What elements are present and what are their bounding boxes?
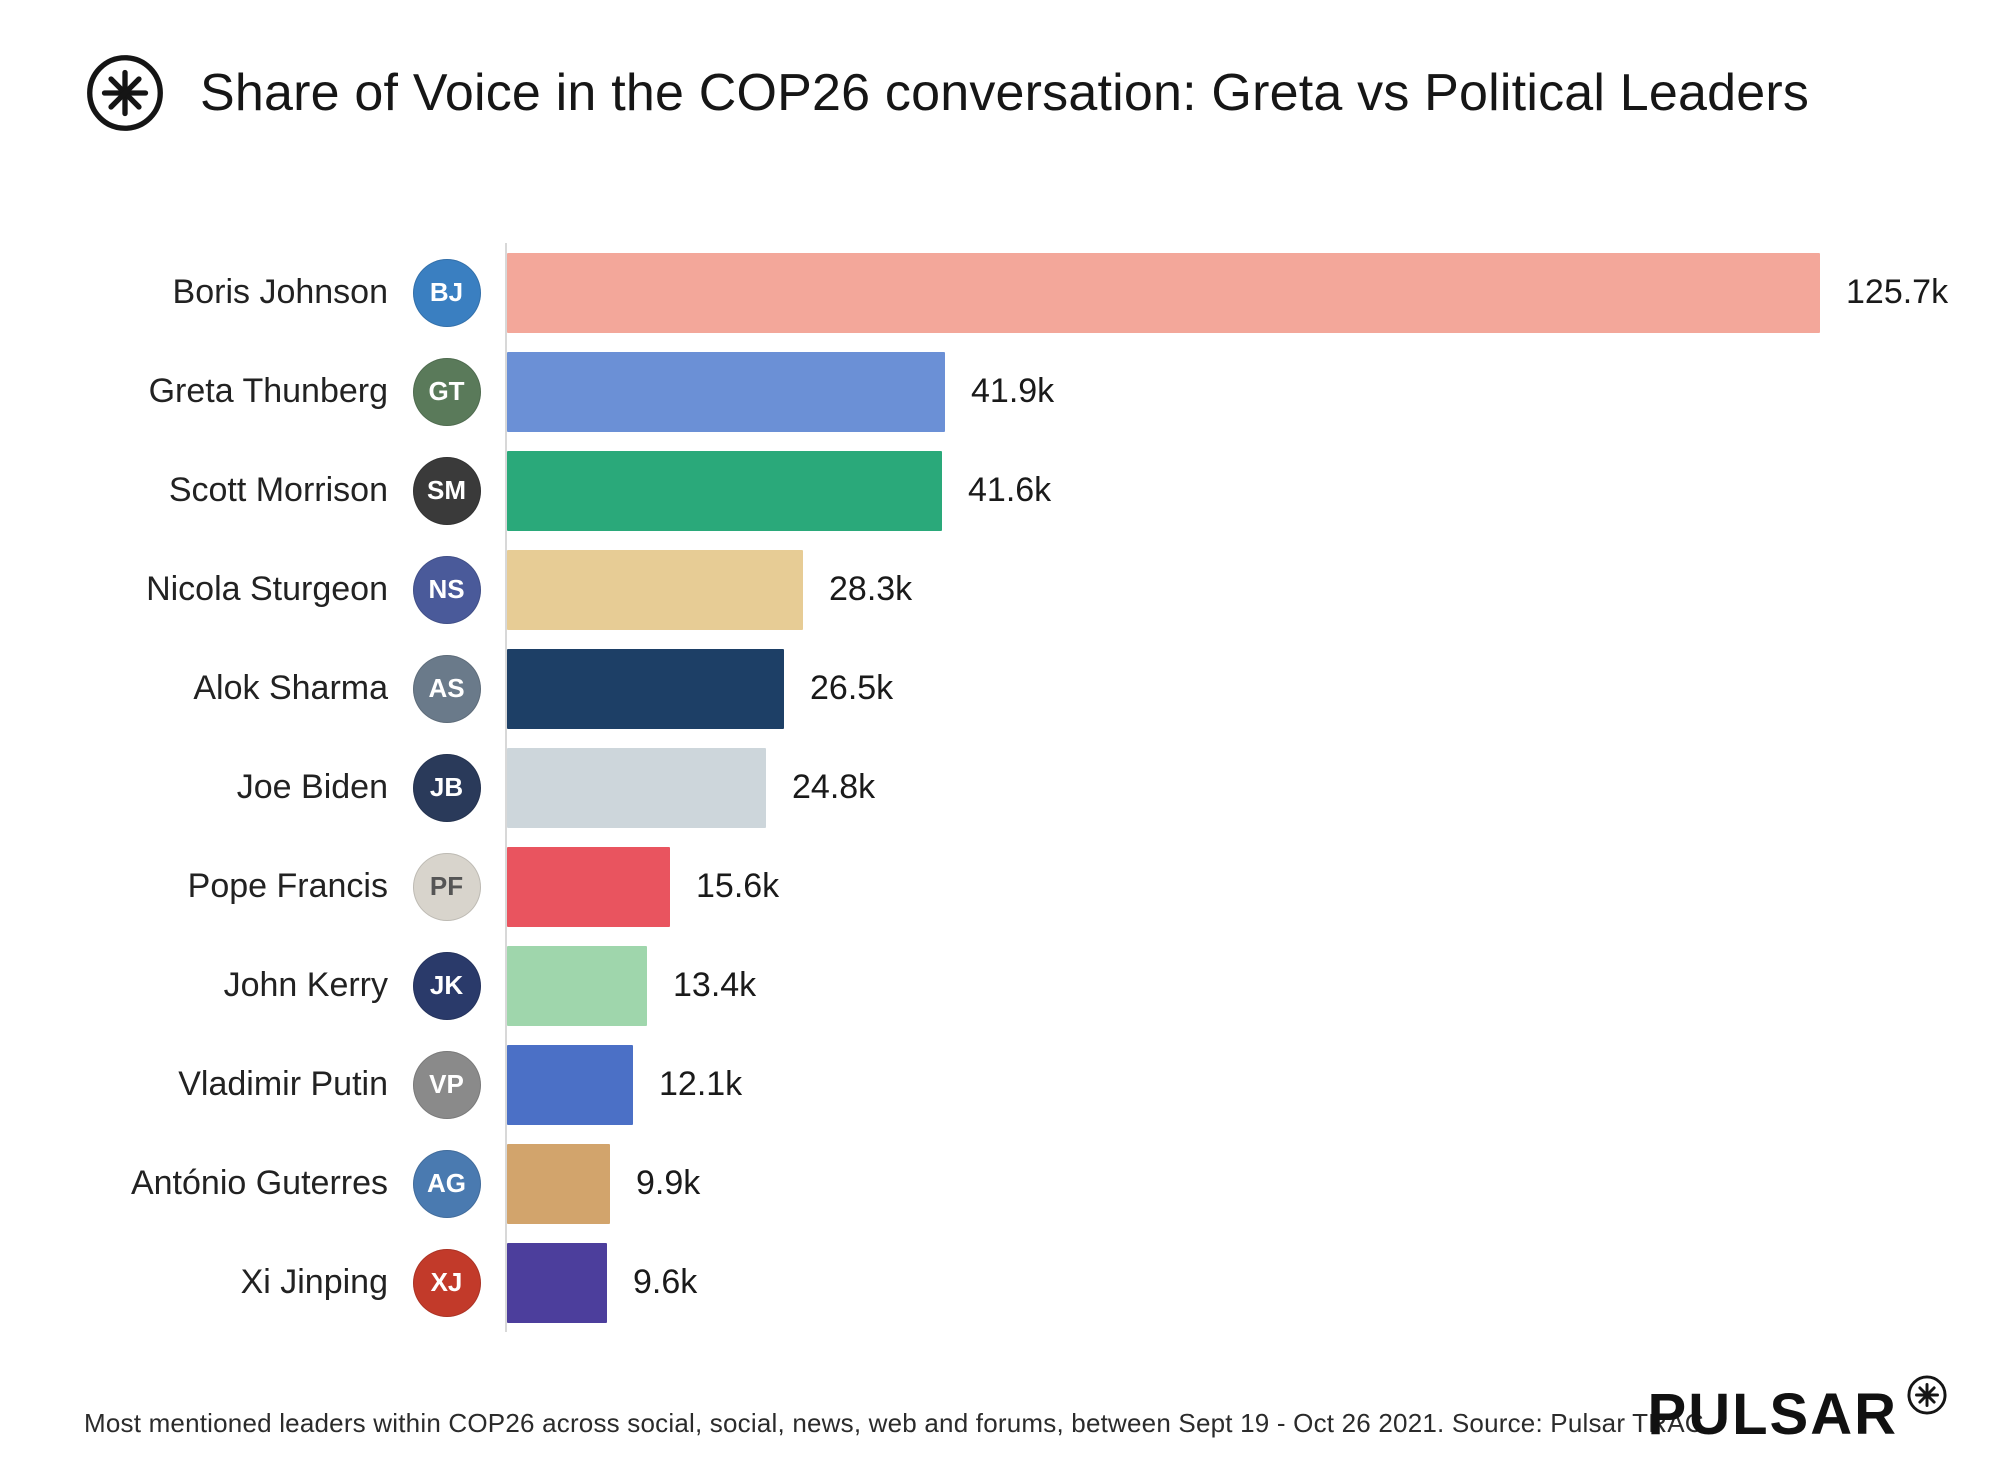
bar (507, 747, 766, 828)
avatar: AS (412, 654, 481, 723)
bar-chart: Boris Johnson BJ 125.7k Greta Thunberg G… (84, 243, 2000, 1332)
bar-value: 125.7k (1846, 273, 1949, 311)
avatar-cell: NS (388, 555, 505, 624)
avatar: GT (412, 357, 481, 426)
chart-row: António Guterres AG 9.9k (84, 1134, 2000, 1233)
bar (507, 846, 670, 927)
bar-label: Vladimir Putin (178, 1065, 388, 1103)
page-title: Share of Voice in the COP26 conversation… (200, 64, 1810, 122)
bar-label: Alok Sharma (193, 669, 388, 707)
bar-label: Joe Biden (236, 768, 388, 806)
bar-value: 12.1k (659, 1065, 743, 1103)
bar-value: 24.8k (792, 768, 876, 806)
bar-area: 125.7k (505, 243, 2000, 342)
bar-area: 9.9k (505, 1134, 2000, 1233)
avatar-cell: GT (388, 357, 505, 426)
bar-label: Greta Thunberg (148, 372, 388, 410)
chart-row: John Kerry JK 13.4k (84, 936, 2000, 1035)
avatar-cell: VP (388, 1050, 505, 1119)
bar-label: Pope Francis (187, 867, 388, 905)
avatar: AG (412, 1149, 481, 1218)
avatar-cell: AG (388, 1149, 505, 1218)
chart-rows: Boris Johnson BJ 125.7k Greta Thunberg G… (84, 243, 2000, 1332)
bar-label: Nicola Sturgeon (146, 570, 388, 608)
chart-row: Boris Johnson BJ 125.7k (84, 243, 2000, 342)
bar-value: 41.6k (968, 471, 1052, 509)
bar (507, 450, 942, 531)
bar-value: 41.9k (971, 372, 1055, 410)
bar (507, 1242, 607, 1323)
chart-row: Joe Biden JB 24.8k (84, 738, 2000, 837)
avatar: JB (412, 753, 481, 822)
bar-area: 41.9k (505, 342, 2000, 441)
avatar-cell: AS (388, 654, 505, 723)
bar-value: 26.5k (810, 669, 894, 707)
chart-caption: Most mentioned leaders within COP26 acro… (84, 1408, 1704, 1438)
avatar: BJ (412, 258, 481, 327)
avatar: SM (412, 456, 481, 525)
avatar: JK (412, 951, 481, 1020)
bar-label: António Guterres (130, 1164, 388, 1202)
bar-value: 13.4k (673, 966, 757, 1004)
avatar: XJ (412, 1248, 481, 1317)
bar (507, 1143, 610, 1224)
bar-label: Scott Morrison (168, 471, 388, 509)
chart-row: Nicola Sturgeon NS 28.3k (84, 540, 2000, 639)
pulsar-logo-icon (87, 55, 163, 131)
chart-row: Vladimir Putin VP 12.1k (84, 1035, 2000, 1134)
brand-text: PULSAR (1647, 1382, 1898, 1447)
chart-row: Alok Sharma AS 26.5k (84, 639, 2000, 738)
bar-area: 28.3k (505, 540, 2000, 639)
avatar-cell: SM (388, 456, 505, 525)
bar (507, 351, 945, 432)
avatar: PF (412, 852, 481, 921)
bar-area: 15.6k (505, 837, 2000, 936)
bar-area: 12.1k (505, 1035, 2000, 1134)
chart-row: Scott Morrison SM 41.6k (84, 441, 2000, 540)
bar-area: 41.6k (505, 441, 2000, 540)
header: Share of Voice in the COP26 conversation… (0, 0, 2000, 138)
bar-label: Boris Johnson (172, 273, 388, 311)
bar-area: 13.4k (505, 936, 2000, 1035)
bar (507, 549, 803, 630)
bar-value: 9.6k (633, 1263, 698, 1301)
bar-area: 24.8k (505, 738, 2000, 837)
avatar-cell: JK (388, 951, 505, 1020)
avatar: VP (412, 1050, 481, 1119)
bar-label: John Kerry (223, 966, 388, 1004)
bar (507, 252, 1820, 333)
bar (507, 945, 647, 1026)
bar-label: Xi Jinping (240, 1263, 388, 1301)
chart-row: Xi Jinping XJ 9.6k (84, 1233, 2000, 1332)
avatar-cell: BJ (388, 258, 505, 327)
bar-value: 28.3k (829, 570, 913, 608)
bar (507, 648, 784, 729)
pulsar-wordmark: PULSAR (1647, 1375, 1948, 1447)
bar-value: 15.6k (696, 867, 780, 905)
chart-row: Greta Thunberg GT 41.9k (84, 342, 2000, 441)
chart-row: Pope Francis PF 15.6k (84, 837, 2000, 936)
pulsar-logo-icon-small (1907, 1375, 1947, 1415)
bar-area: 9.6k (505, 1233, 2000, 1332)
avatar: NS (412, 555, 481, 624)
bar (507, 1044, 633, 1125)
avatar-cell: PF (388, 852, 505, 921)
bar-value: 9.9k (636, 1164, 701, 1202)
avatar-cell: JB (388, 753, 505, 822)
bar-area: 26.5k (505, 639, 2000, 738)
avatar-cell: XJ (388, 1248, 505, 1317)
